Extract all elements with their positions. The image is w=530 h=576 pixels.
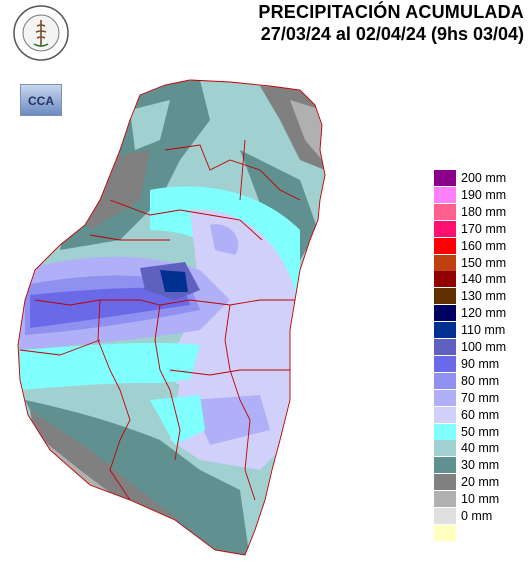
legend-label: 50 mm: [461, 424, 500, 439]
map-title: PRECIPITACIÓN ACUMULADA: [258, 2, 524, 22]
legend-label: 200 mm: [461, 171, 507, 185]
legend-item: 110 mm: [434, 322, 526, 339]
legend-label: 170 mm: [461, 221, 507, 236]
legend-item: 90 mm: [434, 355, 526, 372]
legend-item: 140 mm: [434, 271, 526, 288]
legend-swatch: [434, 440, 456, 457]
legend-swatch: [434, 423, 456, 440]
svg-text:CCA: CCA: [28, 94, 54, 108]
legend-item: 50 mm: [434, 423, 526, 440]
legend-item: 0 mm: [434, 508, 526, 524]
legend-label: 10 mm: [461, 492, 500, 507]
legend-swatch: [434, 355, 456, 372]
legend-label: 90 mm: [461, 356, 500, 371]
legend-item: 20 mm: [434, 474, 526, 491]
legend-label: 190 mm: [461, 187, 507, 202]
legend-swatch: [434, 508, 456, 524]
legend-label: 130 mm: [461, 289, 507, 304]
legend-item: 30 mm: [434, 457, 526, 474]
legend-swatch: [434, 220, 456, 237]
legend-swatch: [434, 322, 456, 339]
legend-item: 120 mm: [434, 305, 526, 322]
legend-item: 170 mm: [434, 220, 526, 237]
legend-item: 200 mm: [434, 170, 526, 186]
legend-label: 40 mm: [461, 441, 500, 456]
legend-swatch: [434, 186, 456, 203]
legend-item: 160 mm: [434, 237, 526, 254]
legend-item: [434, 524, 526, 541]
legend-swatch: [434, 491, 456, 508]
legend-label: 160 mm: [461, 238, 507, 253]
bolsa-cereales-logo: [13, 5, 69, 61]
legend-label: 120 mm: [461, 306, 507, 321]
legend-item: 150 mm: [434, 254, 526, 271]
legend-label: 150 mm: [461, 255, 507, 270]
legend-item: 10 mm: [434, 491, 526, 508]
legend-label: 60 mm: [461, 407, 500, 422]
cca-logo: CCA: [20, 84, 62, 116]
legend-swatch: [434, 254, 456, 271]
legend-swatch: [434, 474, 456, 491]
legend-item: 80 mm: [434, 372, 526, 389]
legend-swatch: [434, 170, 456, 186]
legend-label: 20 mm: [461, 475, 500, 490]
legend-item: 180 mm: [434, 203, 526, 220]
legend-swatch: [434, 372, 456, 389]
legend-swatch: [434, 457, 456, 474]
legend-swatch: [434, 271, 456, 288]
legend-item: 100 mm: [434, 339, 526, 355]
legend-swatch: [434, 203, 456, 220]
legend-label: 100 mm: [461, 340, 507, 354]
legend-item: 70 mm: [434, 389, 526, 406]
legend-item: 190 mm: [434, 186, 526, 203]
legend-swatch: [434, 288, 456, 305]
legend-swatch: [434, 406, 456, 423]
legend-swatch: [434, 339, 456, 355]
map-period: 27/03/24 al 02/04/24 (9hs 03/04): [260, 24, 524, 44]
legend-label: 70 mm: [461, 390, 500, 405]
legend-swatch: [434, 305, 456, 322]
legend-item: 40 mm: [434, 440, 526, 457]
legend-swatch: [434, 237, 456, 254]
legend-label: 180 mm: [461, 204, 507, 219]
legend-label: 0 mm: [461, 509, 493, 523]
legend-item: 130 mm: [434, 288, 526, 305]
legend-swatch: [434, 389, 456, 406]
legend-item: 60 mm: [434, 406, 526, 423]
legend-label: 80 mm: [461, 373, 500, 388]
legend-label: 30 mm: [461, 458, 500, 473]
legend-label: 110 mm: [461, 323, 506, 338]
legend-label: 140 mm: [461, 272, 507, 287]
legend-swatch: [434, 524, 456, 541]
